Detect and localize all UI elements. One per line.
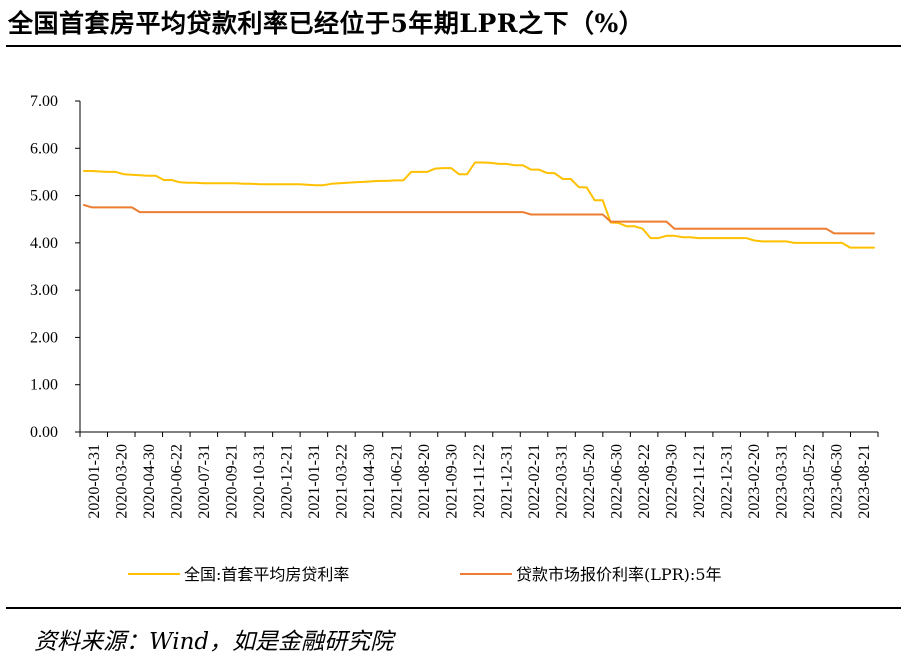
x-tick-label: 2020-07-31: [196, 444, 213, 519]
x-tick-label: 2023-02-20: [746, 444, 763, 519]
y-tick-label: 3.00: [30, 282, 58, 299]
legend: 全国:首套平均房贷利率 贷款市场报价利率(LPR):5年: [128, 565, 722, 584]
x-tick-label: 2023-06-30: [829, 444, 846, 519]
x-tick-label: 2021-06-21: [388, 444, 405, 519]
x-tick-label: 2021-11-22: [471, 444, 488, 518]
line-chart: 0.00 1.00 2.00 3.00 4.00 5.00 6.00 7.00 2020-01…: [30, 93, 879, 584]
x-tick-label: 2020-12-21: [278, 444, 295, 519]
y-tick-label: 6.00: [30, 140, 58, 157]
x-tick-label: 2020-10-31: [251, 444, 268, 519]
x-tick-label: 2022-02-21: [526, 444, 543, 519]
y-axis: 0.00 1.00 2.00 3.00 4.00 5.00 6.00 7.00: [30, 93, 81, 441]
x-tick-label: 2022-06-30: [609, 444, 626, 519]
x-tick-label: 2020-09-21: [223, 444, 240, 519]
series-line-2: [83, 204, 875, 235]
x-tick-label: 2023-08-21: [856, 444, 873, 519]
y-tick-label: 4.00: [30, 235, 58, 252]
y-tick-label: 7.00: [30, 93, 58, 110]
x-tick-label: 2020-04-30: [141, 444, 158, 519]
chart-title: 全国首套房平均贷款利率已经位于5年期LPR之下（%）: [8, 9, 645, 38]
x-axis: 2020-01-31 2020-03-20 2020-04-30 2020-06-22…: [79, 431, 879, 519]
y-tick-label: 0.00: [30, 424, 58, 441]
x-tick-label: 2022-08-22: [636, 444, 653, 519]
y-tick-label: 5.00: [30, 188, 58, 205]
x-tick-label: 2022-03-31: [554, 444, 571, 519]
x-tick-label: 2022-12-31: [719, 444, 736, 519]
x-tick-label: 2023-05-22: [801, 444, 818, 519]
x-tick-label: 2021-04-30: [361, 444, 378, 519]
y-tick-label: 2.00: [30, 329, 58, 346]
x-tick-label: 2021-08-20: [416, 444, 433, 519]
x-tick-label: 2022-11-21: [691, 444, 708, 518]
x-tick-label: 2020-06-22: [168, 444, 185, 519]
x-tick-label: 2023-03-31: [774, 444, 791, 519]
legend-label-1: 全国:首套平均房贷利率: [184, 565, 349, 584]
series-layer: [83, 161, 875, 249]
x-tick-label: 2020-03-20: [113, 444, 130, 519]
x-tick-label: 2022-09-30: [664, 444, 681, 519]
x-tick-label: 2021-09-30: [443, 444, 460, 519]
x-tick-label: 2021-03-22: [333, 444, 350, 519]
legend-label-2: 贷款市场报价利率(LPR):5年: [516, 565, 722, 584]
source-divider: [6, 607, 901, 609]
title-divider: [6, 45, 901, 47]
x-tick-label: 2021-12-31: [499, 444, 516, 519]
source-note: 资料来源：Wind，如是金融研究院: [34, 629, 394, 655]
series-line-1: [83, 161, 875, 249]
x-tick-label: 2021-01-31: [306, 444, 323, 519]
x-tick-label: 2022-05-20: [581, 444, 598, 519]
y-tick-label: 1.00: [30, 377, 58, 394]
x-tick-label: 2020-01-31: [86, 444, 103, 519]
